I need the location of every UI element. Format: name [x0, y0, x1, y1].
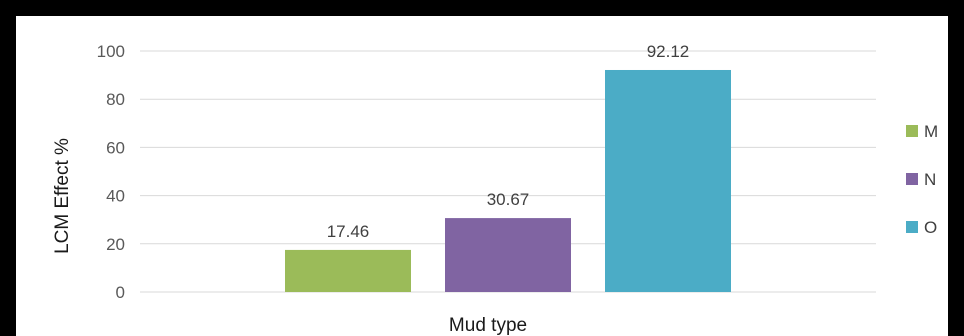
data-label-n: 30.67	[487, 190, 530, 209]
legend-label-n: N	[924, 170, 936, 189]
bar-n	[445, 218, 571, 292]
legend-label-m: M	[924, 122, 938, 141]
y-tick-label: 20	[106, 235, 125, 254]
y-tick-label: 40	[106, 187, 125, 206]
legend: M N O	[906, 122, 938, 237]
y-axis-title: LCM Effect %	[52, 138, 73, 254]
y-tick-label: 0	[116, 283, 125, 302]
legend-label-o: O	[924, 218, 937, 237]
legend-swatch-n	[906, 173, 918, 185]
y-tick-label: 100	[97, 42, 125, 61]
data-label-m: 17.46	[327, 222, 370, 241]
x-axis-title: Mud type	[449, 315, 527, 336]
y-tick-labels: 0 20 40 60 80 100	[97, 42, 125, 302]
y-tick-label: 60	[106, 138, 125, 157]
bar-o	[605, 69, 731, 292]
legend-swatch-o	[906, 221, 918, 233]
legend-swatch-m	[906, 125, 918, 137]
y-tick-label: 80	[106, 90, 125, 109]
data-labels: 17.46 30.67 92.12	[327, 42, 690, 241]
bars	[285, 69, 731, 292]
data-label-o: 92.12	[647, 42, 690, 61]
bar-m	[285, 249, 411, 292]
